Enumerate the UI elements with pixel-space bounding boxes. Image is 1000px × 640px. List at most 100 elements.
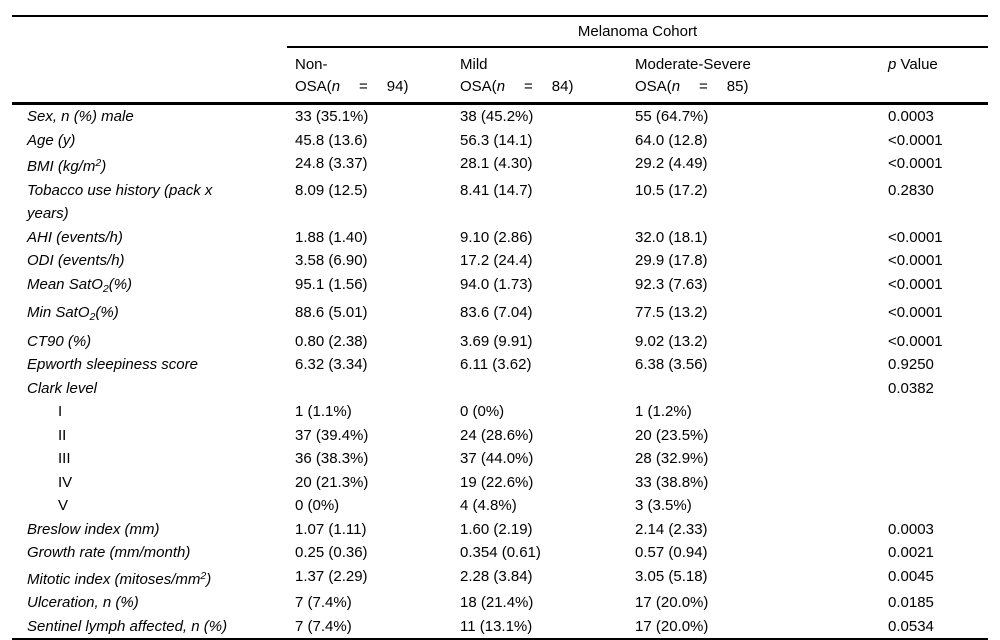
p-value-cell xyxy=(880,400,988,424)
table-row: Sentinel lymph affected, n (%) 7 (7.4%) 11… xyxy=(12,615,988,640)
value-cell: 2.28 (3.84) xyxy=(460,567,533,585)
row-label: AHI (events/h) xyxy=(27,228,123,246)
row-label: Min SatO2(%) xyxy=(27,304,119,323)
value-cell: 28.1 (4.30) xyxy=(460,155,533,172)
value-cell: 1.88 (1.40) xyxy=(295,228,368,246)
table-body: Sex, n (%) male 33 (35.1%) 38 (45.2%) 55 (6… xyxy=(12,104,988,640)
value-cell: 32.0 (18.1) xyxy=(635,228,708,246)
row-label: II xyxy=(58,426,67,444)
row-label: ODI (events/h) xyxy=(27,252,125,269)
value-cell: 7 (7.4%) xyxy=(295,617,352,635)
p-value-cell: <0.0001 xyxy=(888,252,943,269)
value-cell: 36 (38.3%) xyxy=(295,450,369,467)
row-label: Growth rate (mm/month) xyxy=(27,544,191,561)
value-cell: 0 (0%) xyxy=(295,497,340,514)
value-cell: 83.6 (7.04) xyxy=(460,304,533,321)
value-cell: 45.8 (13.6) xyxy=(295,131,368,149)
table-row: IV 20 (21.3%) 19 (22.6%) 33 (38.8%) xyxy=(12,471,988,495)
p-value-cell: 0.0003 xyxy=(888,520,934,538)
p-value-cell xyxy=(880,471,988,495)
value-cell: 3.69 (9.91) xyxy=(460,332,533,350)
table-row: Growth rate (mm/month) 0.25 (0.36) 0.354 (… xyxy=(12,541,988,565)
table-row: Breslow index (mm) 1.07 (1.11) 1.60 (2.19)… xyxy=(12,518,988,542)
value-cell: 6.11 (3.62) xyxy=(460,356,532,373)
table-row: Min SatO2(%) 88.6 (5.01) 83.6 (7.04) 77.5 (… xyxy=(12,301,988,330)
value-cell: 6.38 (3.56) xyxy=(635,356,708,373)
value-cell: 38 (45.2%) xyxy=(460,108,534,125)
column-header-line1: Non- xyxy=(295,56,328,73)
table-row: Age (y) 45.8 (13.6) 56.3 (14.1) 64.0 (12.8)… xyxy=(12,129,988,153)
p-value-cell xyxy=(880,447,988,471)
row-label: Epworth sleepiness score xyxy=(27,356,198,373)
value-cell: 20 (21.3%) xyxy=(295,473,369,491)
value-cell: 3.58 (6.90) xyxy=(295,252,368,269)
value-cell: 17 (20.0%) xyxy=(635,594,709,611)
table-row: Mitotic index (mitoses/mm2) 1.37 (2.29) 2.… xyxy=(12,565,988,592)
value-cell: 11 (13.1%) xyxy=(460,617,533,635)
value-cell: 1.37 (2.29) xyxy=(295,567,368,585)
table-row: V 0 (0%) 4 (4.8%) 3 (3.5%) xyxy=(12,494,988,518)
melanoma-cohort-table: Melanoma Cohort Non- OSA(n = 94) Mild OSA(… xyxy=(12,15,989,640)
row-label: Mean SatO2(%) xyxy=(27,275,133,295)
column-header-line2: OSA(n = 85) xyxy=(635,78,749,95)
row-label: I xyxy=(58,403,63,420)
value-cell: 37 (44.0%) xyxy=(460,450,534,467)
table-row: II 37 (39.4%) 24 (28.6%) 20 (23.5%) xyxy=(12,424,988,448)
value-cell: 55 (64.7%) xyxy=(635,108,709,125)
p-value-cell: <0.0001 xyxy=(888,304,943,321)
value-cell: 88.6 (5.01) xyxy=(295,304,368,321)
column-header-moderate-severe-osa: Moderate-Severe OSA(n = 85) xyxy=(627,47,880,105)
p-value-cell: <0.0001 xyxy=(888,332,943,350)
table-row: AHI (events/h) 1.88 (1.40) 9.10 (2.86) 32.0… xyxy=(12,226,988,250)
value-cell: 18 (21.4%) xyxy=(460,594,534,611)
value-cell: 9.10 (2.86) xyxy=(460,228,533,246)
p-value-cell: 0.0003 xyxy=(888,108,934,125)
value-cell: 0.25 (0.36) xyxy=(295,544,368,561)
column-header-mild-osa: Mild OSA(n = 84) xyxy=(452,47,627,105)
value-cell: 10.5 (17.2) xyxy=(635,181,708,199)
value-cell xyxy=(627,377,880,401)
value-cell: 9.02 (13.2) xyxy=(635,332,708,350)
column-header-line1: Mild xyxy=(460,56,488,73)
table-row: ODI (events/h) 3.58 (6.90) 17.2 (24.4) 29.9… xyxy=(12,249,988,273)
value-cell: 7 (7.4%) xyxy=(295,594,352,611)
table-row: Tobacco use history (pack x years) 8.09 (… xyxy=(12,179,988,226)
row-label: Mitotic index (mitoses/mm2) xyxy=(27,569,212,588)
table-row: CT90 (%) 0.80 (2.38) 3.69 (9.91) 9.02 (13.2… xyxy=(12,330,988,354)
table-row: BMI (kg/m2) 24.8 (3.37) 28.1 (4.30) 29.2 (4… xyxy=(12,152,988,179)
header-stub-cell xyxy=(12,47,287,105)
row-label: Ulceration, n (%) xyxy=(27,594,139,611)
table-row: Sex, n (%) male 33 (35.1%) 38 (45.2%) 55 (6… xyxy=(12,104,988,129)
value-cell: 29.9 (17.8) xyxy=(635,252,708,269)
row-label: IV xyxy=(58,473,73,491)
cohort-spanner-heading: Melanoma Cohort xyxy=(287,16,989,48)
p-value-cell: 0.2830 xyxy=(888,181,934,199)
header-stub-cell xyxy=(12,16,287,47)
table-row: Ulceration, n (%) 7 (7.4%) 18 (21.4%) 17 (2… xyxy=(12,591,988,615)
value-cell: 1 (1.1%) xyxy=(295,403,352,420)
row-label: III xyxy=(58,450,71,467)
row-label: Clark level xyxy=(27,379,98,397)
value-cell: 3.05 (5.18) xyxy=(635,567,708,585)
p-value-cell: 0.0021 xyxy=(888,544,934,561)
value-cell: 0.57 (0.94) xyxy=(635,544,708,561)
row-label: CT90 (%) xyxy=(27,332,92,350)
table-row: I 1 (1.1%) 0 (0%) 1 (1.2%) xyxy=(12,400,988,424)
value-cell: 0.354 (0.61) xyxy=(460,544,541,561)
value-cell: 24 (28.6%) xyxy=(460,426,534,444)
column-header-line1: Moderate-Severe xyxy=(635,56,751,73)
value-cell: 4 (4.8%) xyxy=(460,497,517,514)
column-header-line2: OSA(n = 84) xyxy=(460,78,574,95)
table-row: Mean SatO2(%) 95.1 (1.56) 94.0 (1.73) 92.3 … xyxy=(12,273,988,302)
value-cell: 1.60 (2.19) xyxy=(460,520,533,538)
value-cell: 0.80 (2.38) xyxy=(295,332,368,350)
row-label: Sex, n (%) male xyxy=(27,108,134,125)
row-label: BMI (kg/m2) xyxy=(27,157,107,175)
value-cell: 1.07 (1.11) xyxy=(295,520,367,538)
column-header-row: Non- OSA(n = 94) Mild OSA(n = 84) Moderate-S… xyxy=(12,47,989,105)
value-cell: 37 (39.4%) xyxy=(295,426,369,444)
column-header-p-value: p Value xyxy=(880,47,989,105)
value-cell: 8.09 (12.5) xyxy=(295,181,368,199)
row-label: Breslow index (mm) xyxy=(27,520,160,538)
value-cell: 6.32 (3.34) xyxy=(295,356,368,373)
